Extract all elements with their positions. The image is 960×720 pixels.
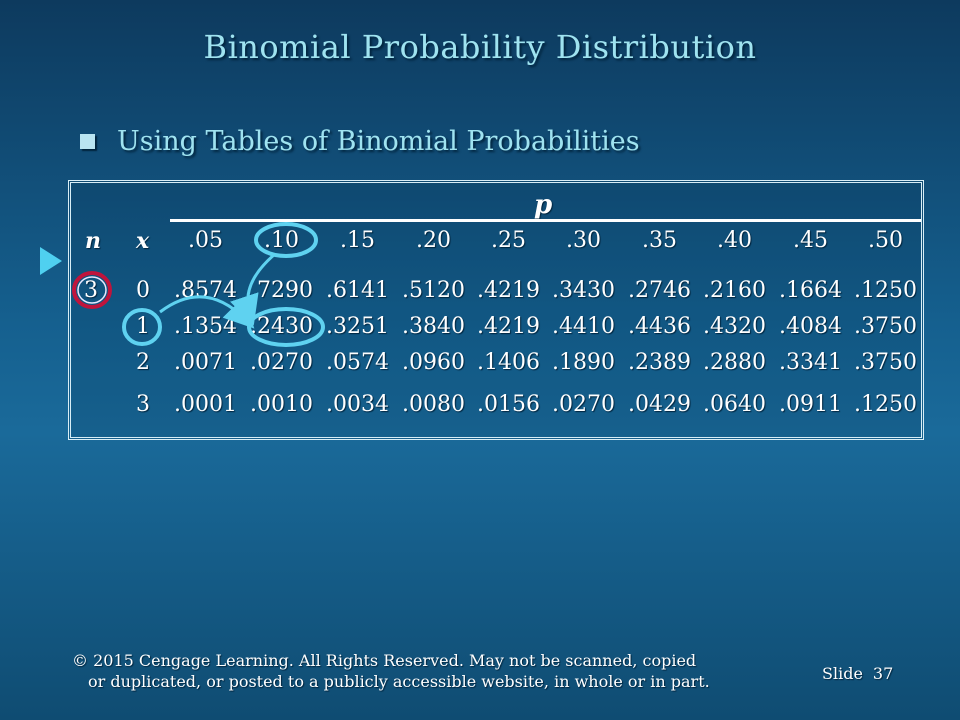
probability-cell: .3341 [779,350,842,375]
p-value-header: .45 [793,228,828,253]
probability-cell: .2389 [628,350,691,375]
probability-cell: .4320 [703,314,766,339]
probability-cell: .2160 [703,278,766,303]
bullet-item: Using Tables of Binomial Probabilities [80,126,640,157]
p-column-label: p [534,190,553,220]
probability-cell: .0156 [477,392,540,417]
x-column-header: x [136,228,150,254]
x-value-cell: 3 [136,392,150,417]
probability-cell: .2746 [628,278,691,303]
probability-cell: .0071 [174,350,237,375]
probability-cell: .3430 [552,278,615,303]
p-value-header: .15 [340,228,375,253]
x-value-cell: 1 [136,314,150,339]
p-value-header: .30 [566,228,601,253]
n-column-header: n [85,228,101,254]
probability-cell: .0080 [402,392,465,417]
probability-cell: .8574 [174,278,237,303]
p-header-rule [170,219,921,222]
p-value-header: .25 [491,228,526,253]
probability-cell: .2880 [703,350,766,375]
probability-cell: .1664 [779,278,842,303]
probability-cell: .4219 [477,278,540,303]
probability-cell: .0640 [703,392,766,417]
probability-cell: .4436 [628,314,691,339]
probability-cell: .1250 [854,392,917,417]
bullet-square-icon [80,134,95,149]
slide-title: Binomial Probability Distribution [203,28,757,66]
slide-label: Slide [822,664,863,683]
probability-cell: .3750 [854,314,917,339]
probability-cell: .1406 [477,350,540,375]
probability-cell: .0911 [779,392,842,417]
p-value-header: .40 [717,228,752,253]
probability-cell: .0429 [628,392,691,417]
probability-cell: .6141 [326,278,389,303]
probability-cell: .0001 [174,392,237,417]
probability-cell: .0270 [552,392,615,417]
slide-number: Slide 37 [822,664,893,683]
x-value-cell: 2 [136,350,150,375]
probability-cell: .4084 [779,314,842,339]
probability-cell: .2430 [250,314,313,339]
bullet-text: Using Tables of Binomial Probabilities [117,126,640,157]
p-value-header: .10 [264,228,299,253]
probability-cell: .5120 [402,278,465,303]
copyright-line-1: © 2015 Cengage Learning. All Rights Rese… [72,651,697,670]
probability-cell: .7290 [250,278,313,303]
copyright-notice: © 2015 Cengage Learning. All Rights Rese… [72,650,710,692]
probability-cell: .3750 [854,350,917,375]
probability-cell: .0960 [402,350,465,375]
p-value-header: .50 [868,228,903,253]
probability-cell: .0574 [326,350,389,375]
play-arrow-icon[interactable] [40,247,62,275]
probability-cell: .1890 [552,350,615,375]
probability-cell: .0034 [326,392,389,417]
probability-cell: .1250 [854,278,917,303]
p-value-header: .35 [642,228,677,253]
n-value-cell: 3 [84,278,98,303]
probability-cell: .3840 [402,314,465,339]
x-value-cell: 0 [136,278,150,303]
probability-cell: .3251 [326,314,389,339]
p-value-header: .05 [188,228,223,253]
slide-number-value: 37 [872,664,894,683]
copyright-line-2: or duplicated, or posted to a publicly a… [88,672,710,691]
probability-cell: .4219 [477,314,540,339]
probability-cell: .0270 [250,350,313,375]
probability-cell: .0010 [250,392,313,417]
probability-cell: .4410 [552,314,615,339]
p-value-header: .20 [416,228,451,253]
probability-cell: .1354 [174,314,237,339]
